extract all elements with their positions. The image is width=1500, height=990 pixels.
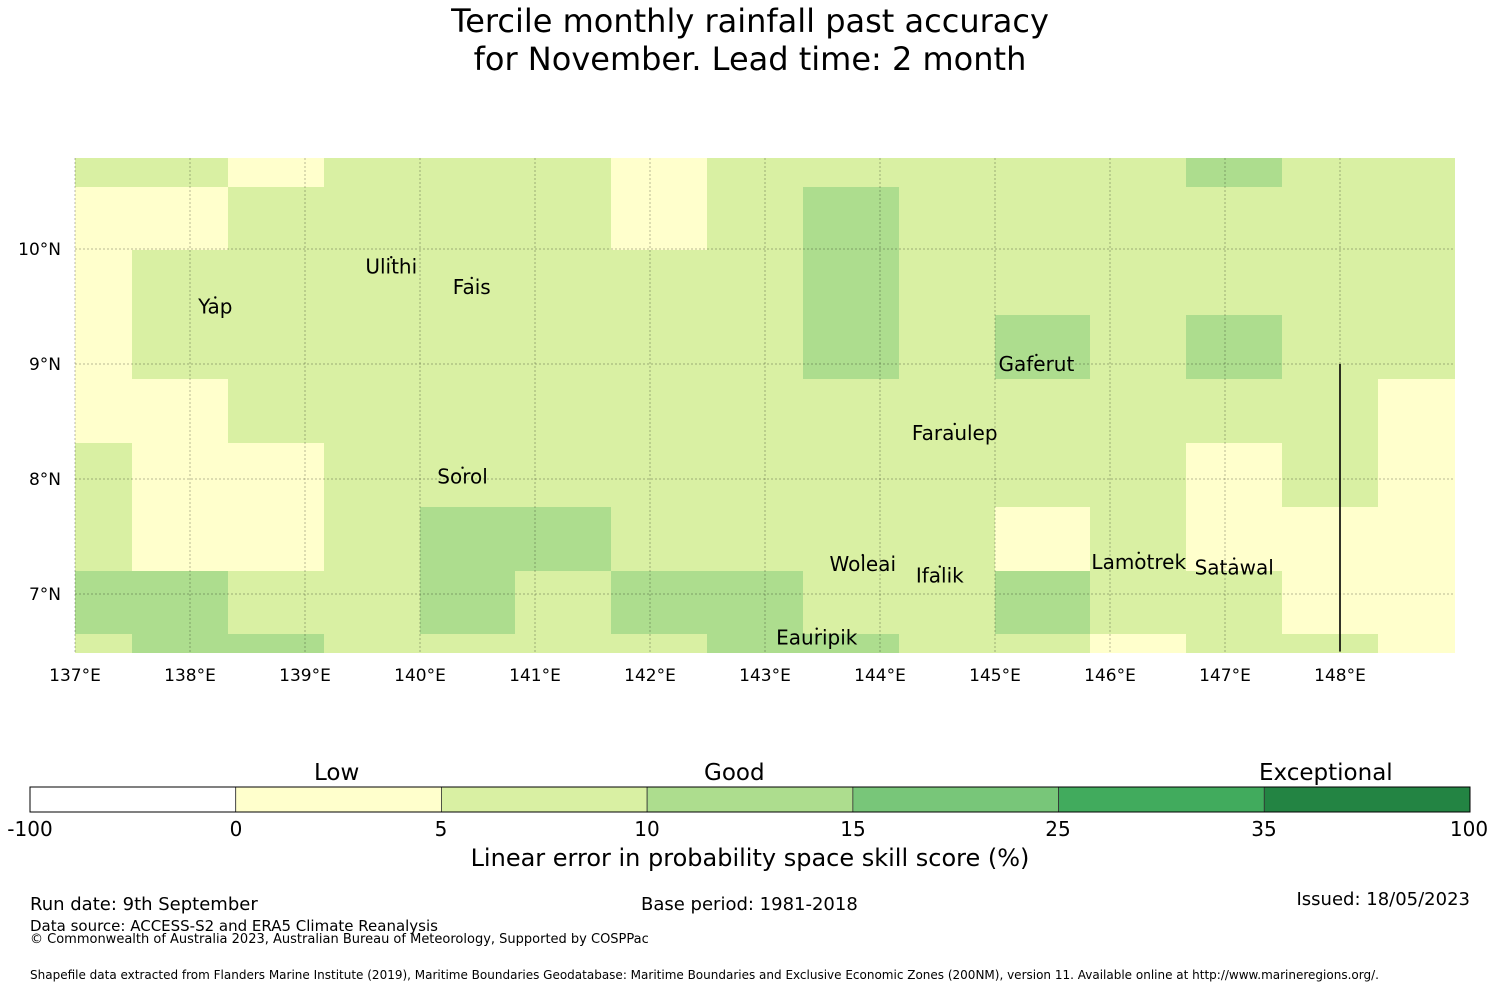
- colorbar-frame: [29, 786, 1471, 813]
- skill-cell: [75, 250, 132, 379]
- colorbar-bin: [1058, 786, 1265, 813]
- base-period: Base period: 1981-2018: [641, 894, 858, 915]
- x-tick-label: 145°E: [969, 666, 1021, 686]
- skill-cell: [75, 379, 228, 443]
- island-label: Gaferut: [998, 352, 1074, 376]
- x-tick-label: 142°E: [624, 666, 676, 686]
- island-marker: [214, 296, 217, 299]
- island-marker: [861, 553, 864, 557]
- island-marker: [815, 627, 818, 630]
- island-label: Ifalik: [916, 564, 964, 588]
- shapefile-credit: Shapefile data extracted from Flanders M…: [30, 968, 1379, 982]
- colorbar-class-exceptional: Exceptional: [1259, 760, 1393, 786]
- y-tick-label: 8°N: [29, 470, 61, 490]
- x-tick-label: 141°E: [509, 666, 561, 686]
- skill-cell: [803, 634, 899, 653]
- colorbar-bin: [441, 786, 648, 813]
- x-tick-label: 138°E: [164, 666, 216, 686]
- skill-cell: [132, 443, 324, 571]
- island-label: Ulithi: [365, 254, 417, 278]
- skill-cell: [1090, 634, 1186, 653]
- colorbar-bin: [852, 786, 1059, 813]
- map-title: Tercile monthly rainfall past accuracy f…: [0, 2, 1500, 78]
- colorbar-bin: [29, 786, 237, 813]
- skill-cell: [75, 158, 228, 187]
- skill-cell: [1186, 315, 1282, 379]
- colorbar-bin: [235, 786, 442, 813]
- island-marker: [470, 276, 473, 280]
- data-source: Data source: ACCESS-S2 and ERA5 Climate …: [30, 917, 438, 935]
- island-marker: [1035, 353, 1038, 357]
- colorbar-label: Linear error in probability space skill …: [470, 844, 1030, 872]
- x-tick-label: 143°E: [739, 666, 791, 686]
- colorbar-tick: 0: [229, 817, 243, 841]
- skill-cell: [1186, 443, 1282, 571]
- colorbar-class-low: Low: [314, 760, 360, 786]
- y-tick-label: 7°N: [29, 585, 61, 605]
- run-date: Run date: 9th September: [30, 894, 258, 915]
- skill-grid: [75, 158, 1455, 653]
- skill-cell: [420, 507, 611, 571]
- y-tick-label: 9°N: [29, 355, 61, 375]
- issued-date: Issued: 18/05/2023: [1296, 889, 1470, 910]
- x-tick-label: 148°E: [1314, 666, 1366, 686]
- island-label: Satawal: [1195, 556, 1274, 580]
- colorbar: [29, 786, 1471, 813]
- island-label: Sorol: [437, 465, 488, 489]
- y-axis-ticks: 10°N 9°N 8°N 7°N: [18, 240, 61, 605]
- island-marker: [938, 565, 941, 568]
- skill-cell: [420, 571, 515, 634]
- x-tick-label: 144°E: [854, 666, 906, 686]
- x-tick-label: 147°E: [1199, 666, 1251, 686]
- colorbar-bin: [1263, 786, 1471, 813]
- x-axis-ticks: 137°E 138°E 139°E 140°E 141°E 142°E 143°E 144°E…: [49, 666, 1366, 686]
- island-marker: [953, 422, 956, 426]
- x-tick-label: 146°E: [1084, 666, 1136, 686]
- skill-cell: [1186, 158, 1282, 187]
- skill-cell: [995, 571, 1090, 634]
- colorbar-tick: 15: [840, 817, 866, 841]
- skill-cell: [707, 634, 803, 653]
- colorbar-tick: 10: [634, 817, 660, 841]
- island-marker: [461, 466, 464, 469]
- skill-cell: [228, 158, 324, 187]
- colorbar-bin: [646, 786, 854, 813]
- island-label: Woleai: [829, 552, 896, 576]
- skill-cell: [803, 187, 899, 379]
- island-labels: Ulithi Fais Yap Gaferut Faraulep Sorol Woleai I…: [197, 254, 1274, 649]
- map-title-line1: Tercile monthly rainfall past accuracy: [451, 2, 1049, 40]
- skill-cell: [611, 158, 707, 250]
- island-label: Faraulep: [912, 421, 998, 445]
- skill-cell: [75, 571, 228, 634]
- y-tick-label: 10°N: [18, 240, 61, 260]
- skill-cell: [1378, 379, 1455, 653]
- island-marker: [390, 256, 393, 259]
- x-tick-label: 139°E: [279, 666, 331, 686]
- island-marker: [1233, 557, 1236, 560]
- skill-cell: [132, 634, 324, 653]
- island-marker: [1137, 551, 1140, 554]
- colorbar-tick: 100: [1449, 817, 1489, 841]
- island-label: Eauripik: [776, 626, 858, 650]
- x-tick-label: 140°E: [394, 666, 446, 686]
- map-title-line2: for November. Lead time: 2 month: [473, 40, 1027, 78]
- island-label: Lamotrek: [1091, 550, 1186, 574]
- colorbar-tick: 25: [1045, 817, 1071, 841]
- colorbar-tick: 5: [434, 817, 448, 841]
- colorbar-class-good: Good: [704, 760, 765, 786]
- colorbar-tick: 35: [1251, 817, 1277, 841]
- skill-cell: [995, 507, 1090, 571]
- x-tick-label: 137°E: [49, 666, 101, 686]
- island-label: Fais: [453, 275, 491, 299]
- skill-cell: [995, 315, 1090, 379]
- copyright: © Commonwealth of Australia 2023, Austra…: [30, 932, 649, 947]
- island-label: Yap: [197, 295, 232, 319]
- skill-cell: [75, 187, 228, 250]
- gridlines: [74, 158, 1455, 653]
- skill-cell: [1282, 507, 1378, 634]
- skill-cell: [611, 571, 803, 634]
- colorbar-tick: -100: [7, 817, 53, 841]
